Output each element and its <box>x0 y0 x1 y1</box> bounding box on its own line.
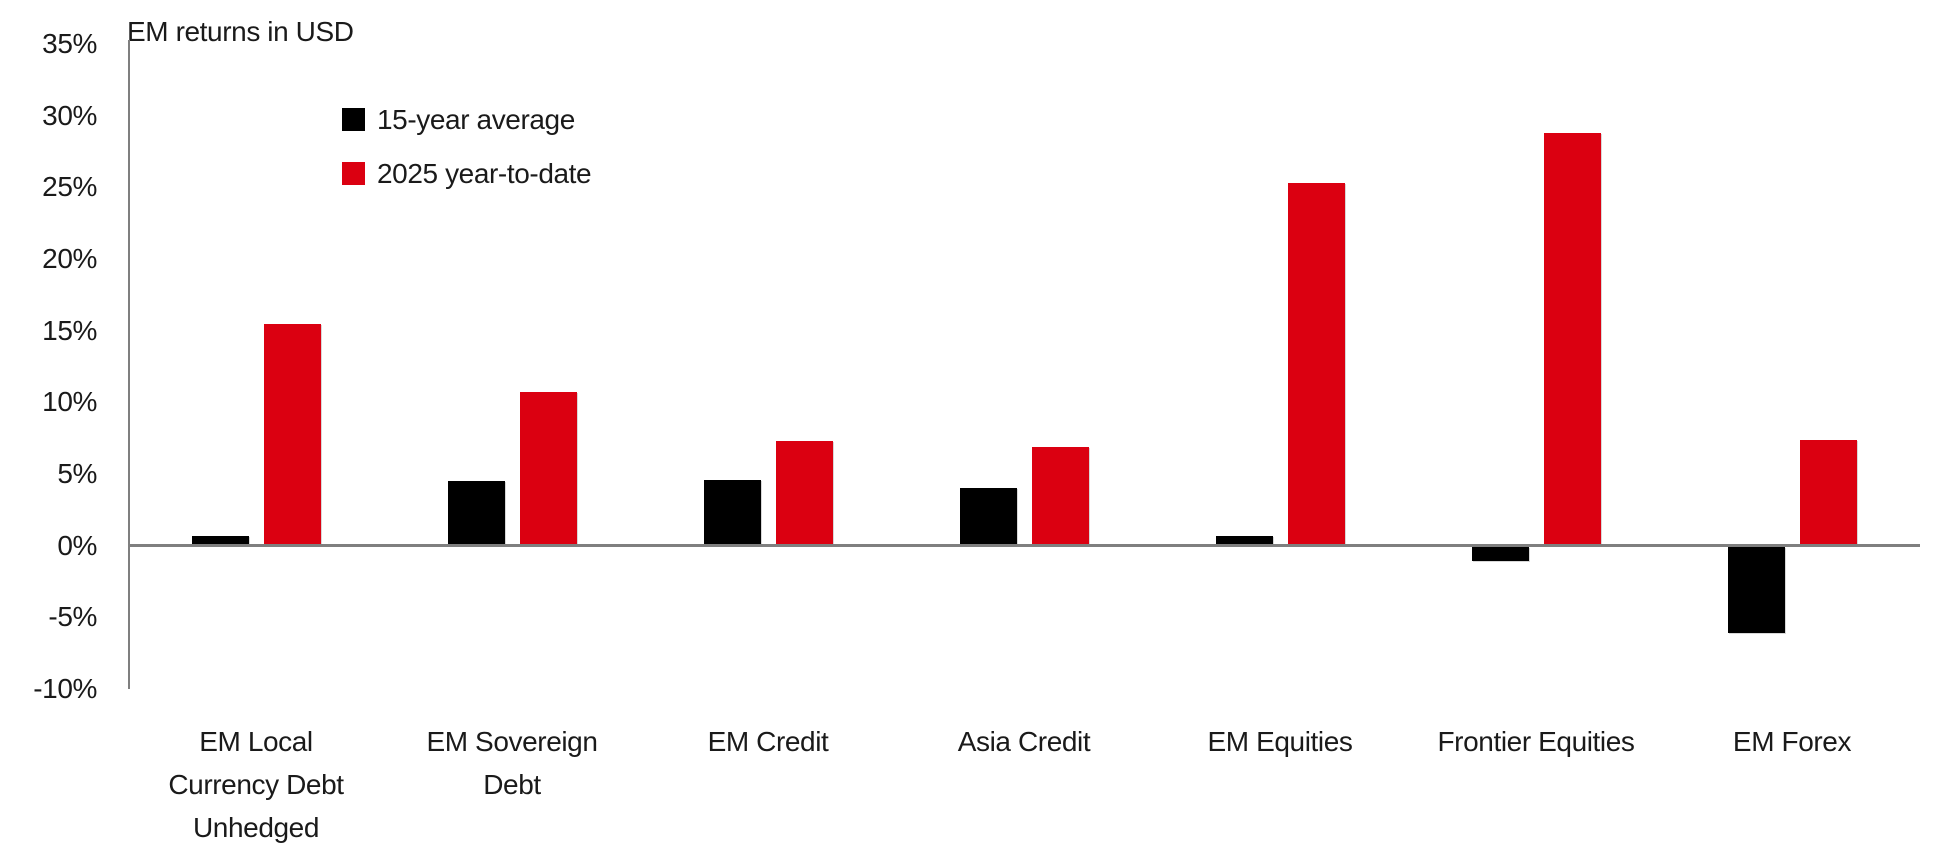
y-tick-label: 5% <box>57 458 97 490</box>
bar-avg <box>959 488 1017 547</box>
legend-item-2025-year-to-date: 2025 year-to-date <box>342 158 592 189</box>
category-label: Frontier Equities <box>1437 726 1635 757</box>
bar-ytd <box>1799 439 1857 547</box>
y-tick-label: 15% <box>42 314 97 346</box>
bar-ytd <box>1287 183 1345 547</box>
y-tick-label: 25% <box>42 171 97 203</box>
bar-ytd <box>519 392 577 547</box>
category-label: EM Credit <box>707 726 829 757</box>
bar-ytd <box>263 323 321 547</box>
bar-avg <box>1471 546 1529 562</box>
bar-avg <box>1215 535 1273 547</box>
category-label: EM Sovereign Debt <box>426 726 598 800</box>
legend-swatch-15-year-average <box>342 108 365 131</box>
y-tick-label: 30% <box>42 99 97 131</box>
bar-avg <box>191 535 249 547</box>
legend-swatch-2025-year-to-date <box>342 162 365 185</box>
category-label: Asia Credit <box>957 726 1091 757</box>
bar-ytd <box>1543 132 1601 547</box>
legend: 15-year average 2025 year-to-date <box>342 104 592 212</box>
bar-avg <box>703 479 761 547</box>
bar-avg <box>1727 546 1785 633</box>
bar-ytd <box>775 441 833 547</box>
chart-title: EM returns in USD <box>127 16 354 47</box>
legend-label-2025-year-to-date: 2025 year-to-date <box>377 158 592 189</box>
category-label: EM Local Currency Debt Unhedged <box>168 726 344 843</box>
legend-label-15-year-average: 15-year average <box>377 104 575 135</box>
category-label: EM Equities <box>1207 726 1353 757</box>
legend-item-15-year-average: 15-year average <box>342 104 591 135</box>
category-label: EM Forex <box>1732 726 1852 757</box>
y-axis-line <box>128 40 130 689</box>
y-tick-label: 20% <box>42 243 97 275</box>
y-tick-label: 0% <box>57 529 97 561</box>
bar-avg <box>447 481 505 547</box>
bar-ytd <box>1031 446 1089 547</box>
y-tick-label: 35% <box>42 28 97 60</box>
y-tick-label: -10% <box>33 673 97 705</box>
x-axis-zero-line <box>128 544 1920 547</box>
y-tick-label: -5% <box>48 601 97 633</box>
y-tick-label: 10% <box>42 386 97 418</box>
